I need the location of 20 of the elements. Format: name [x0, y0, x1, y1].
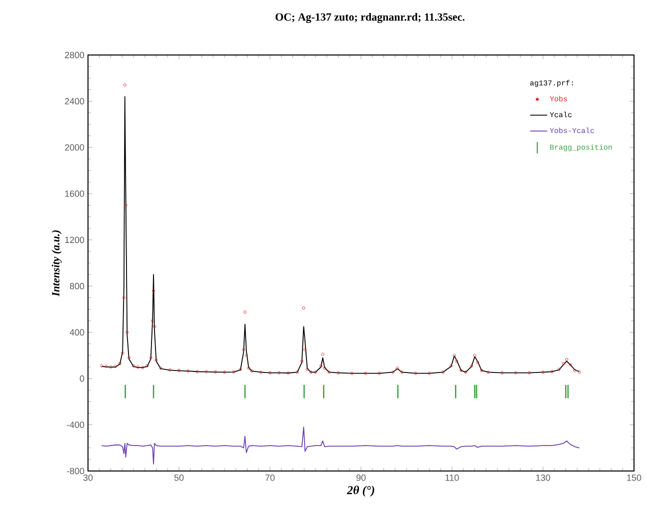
x-tick-label: 130 [536, 474, 550, 481]
x-tick-label: 90 [356, 474, 366, 481]
y-tick-label: 2800 [64, 52, 84, 58]
y-tick-label: 2000 [64, 144, 84, 151]
y-tick-label: -800 [66, 468, 84, 474]
chart-title: OC; Ag-137 zuto; rdagnanr.rd; 11.35sec. [276, 12, 464, 24]
y-tick-label: -400 [66, 422, 84, 428]
x-tick-label: 110 [446, 474, 459, 481]
x-tick-label: 50 [174, 474, 184, 481]
y-tick-label: 800 [70, 282, 84, 290]
y-tick-label: 0 [80, 375, 84, 382]
y-tick-label: 2400 [64, 98, 84, 104]
y-axis-title: Intensity (a.u.) [52, 230, 62, 296]
x-tick-label: 150 [627, 474, 642, 481]
x-tick-label: 70 [265, 474, 275, 481]
x-tick-label: 30 [83, 474, 93, 481]
x-axis-title: 2θ (°) [346, 486, 374, 497]
y-tick-label: 1600 [65, 190, 84, 197]
y-tick-label: 400 [70, 329, 84, 336]
y-tick-label: 1200 [65, 236, 84, 244]
